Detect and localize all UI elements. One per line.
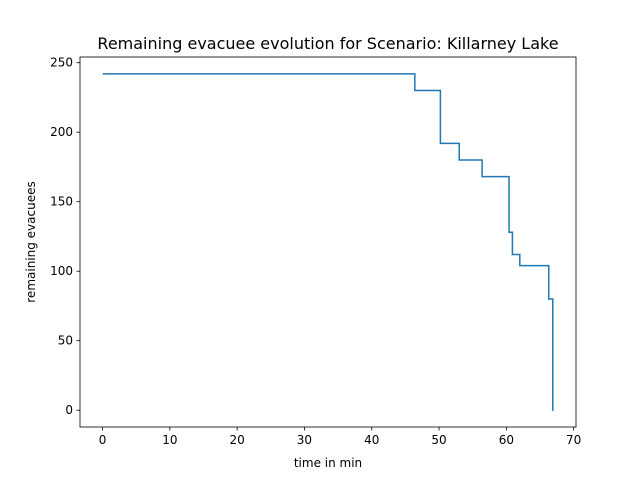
x-tick-label: 20 — [230, 433, 245, 447]
y-tick-label: 100 — [50, 264, 73, 278]
y-tick-label: 50 — [58, 334, 73, 348]
x-axis-label: time in min — [294, 456, 362, 470]
series-layer — [102, 73, 554, 411]
y-tick-label: 200 — [50, 125, 73, 139]
y-tick-label: 250 — [50, 56, 73, 70]
x-tick-label: 50 — [431, 433, 446, 447]
x-tick-label: 10 — [162, 433, 177, 447]
x-tick-label: 60 — [499, 433, 514, 447]
y-tick-label: 0 — [65, 403, 73, 417]
x-tick-label: 70 — [566, 433, 581, 447]
y-axis-ticks: 0 50 100 150 200 250 — [50, 56, 80, 417]
series-line-0 — [102, 73, 554, 411]
axes-frame — [79, 56, 577, 428]
x-tick-label: 30 — [297, 433, 312, 447]
x-tick-label: 0 — [99, 433, 107, 447]
y-axis-label: remaining evacuees — [24, 181, 38, 302]
x-tick-label: 40 — [364, 433, 379, 447]
x-axis-ticks: 0 10 20 30 40 50 60 70 — [99, 427, 581, 447]
plot-area — [79, 56, 577, 428]
chart-title: Remaining evacuee evolution for Scenario… — [97, 34, 558, 53]
y-tick-label: 150 — [50, 195, 73, 209]
